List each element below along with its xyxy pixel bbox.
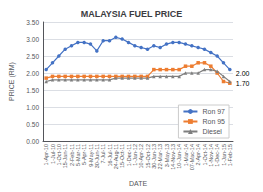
svg-text:1.50: 1.50 bbox=[26, 87, 39, 94]
svg-text:Diesel: Diesel bbox=[202, 128, 222, 135]
svg-text:5-Apr-11: 5-Apr-11 bbox=[81, 144, 87, 165]
svg-text:1-Nov-14: 1-Nov-14 bbox=[208, 144, 214, 167]
svg-text:2-Feb-11: 2-Feb-11 bbox=[69, 144, 75, 166]
svg-text:1.00: 1.00 bbox=[26, 104, 39, 111]
svg-text:1-Mar-14: 1-Mar-14 bbox=[183, 144, 189, 166]
svg-text:MALAYSIA FUEL PRICE: MALAYSIA FUEL PRICE bbox=[81, 9, 183, 19]
svg-text:15-Oct-11: 15-Oct-11 bbox=[119, 144, 125, 168]
svg-text:1-Jul-10: 1-Jul-10 bbox=[50, 144, 56, 164]
svg-text:15-Oct-12: 15-Oct-12 bbox=[145, 144, 151, 168]
svg-text:16-Jul-11: 16-Jul-11 bbox=[107, 144, 113, 167]
svg-text:10-Apr-12: 10-Apr-12 bbox=[138, 144, 144, 168]
svg-text:2.50: 2.50 bbox=[26, 53, 39, 60]
svg-text:3.50: 3.50 bbox=[26, 19, 39, 26]
svg-text:2.00: 2.00 bbox=[236, 70, 250, 77]
svg-text:10-Jan-14: 10-Jan-14 bbox=[176, 144, 182, 169]
svg-text:3.00: 3.00 bbox=[26, 36, 39, 43]
svg-text:24-Aug-11: 24-Aug-11 bbox=[113, 144, 119, 169]
svg-text:15-Jan-11: 15-Jan-11 bbox=[62, 144, 68, 168]
svg-text:0.00: 0.00 bbox=[26, 138, 39, 145]
svg-text:DATE: DATE bbox=[129, 180, 147, 187]
svg-text:9-May-11: 9-May-11 bbox=[88, 144, 94, 167]
svg-text:Ron 95: Ron 95 bbox=[202, 118, 225, 125]
svg-text:Ron 97: Ron 97 bbox=[202, 108, 225, 115]
svg-text:22-Mar-13: 22-Mar-13 bbox=[157, 144, 163, 169]
svg-text:PRICE (RM): PRICE (RM) bbox=[8, 62, 16, 101]
svg-text:30-Jan-13: 30-Jan-13 bbox=[151, 144, 157, 169]
svg-text:2.00: 2.00 bbox=[26, 70, 39, 77]
svg-text:7-Jul-11: 7-Jul-11 bbox=[100, 144, 106, 163]
svg-text:1-Jan-12: 1-Jan-12 bbox=[132, 144, 138, 166]
svg-text:0.50: 0.50 bbox=[26, 121, 39, 128]
svg-text:1-Feb-15: 1-Feb-15 bbox=[227, 144, 233, 166]
svg-text:1-Dec-11: 1-Dec-11 bbox=[126, 144, 132, 166]
svg-text:1-Oct-10: 1-Oct-10 bbox=[56, 144, 62, 165]
svg-text:5-Mar-11: 5-Mar-11 bbox=[75, 144, 81, 166]
svg-text:1-Oct-14: 1-Oct-14 bbox=[202, 144, 208, 165]
svg-text:1-Apr-10: 1-Apr-10 bbox=[43, 144, 49, 165]
svg-text:1-Dec-14: 1-Dec-14 bbox=[214, 144, 220, 167]
svg-text:07-Mac-14: 07-Mac-14 bbox=[189, 144, 195, 170]
svg-text:14-Nov-13: 14-Nov-13 bbox=[170, 144, 176, 170]
svg-text:1-Jan-15: 1-Jan-15 bbox=[221, 144, 227, 166]
svg-text:1.70: 1.70 bbox=[236, 80, 250, 87]
svg-text:2-Apr-14: 2-Apr-14 bbox=[195, 144, 201, 165]
svg-text:3-May-13: 3-May-13 bbox=[164, 144, 170, 167]
svg-text:30-Jun-11: 30-Jun-11 bbox=[94, 144, 100, 168]
